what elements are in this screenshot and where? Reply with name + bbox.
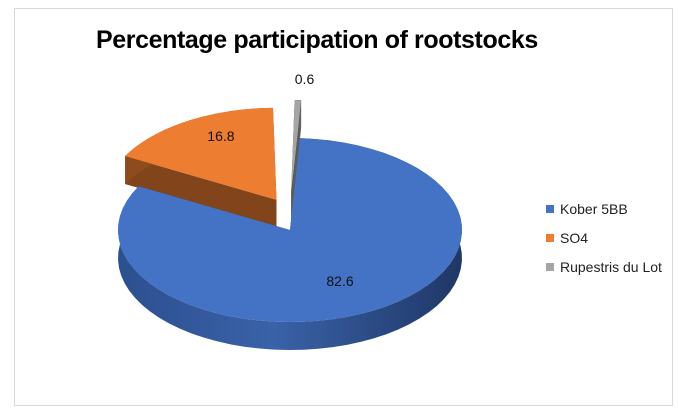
pie-slice-kober-5bb [118,138,462,350]
slice-top [291,100,302,193]
legend-swatch [546,262,554,271]
legend-label: Kober 5BB [560,200,628,217]
legend-item-kober-5bb: Kober 5BB [546,198,662,219]
data-label-rupestris-du-lot: 0.6 [295,71,315,87]
slice-edge [125,156,277,228]
slice-edge [291,100,302,221]
chart-legend: Kober 5BB SO4 Rupestris du Lot [546,198,662,285]
chart-title: Percentage participation of rootstocks [96,26,538,54]
legend-swatch [546,233,554,242]
data-label-so4: 16.8 [207,128,234,144]
data-label-kober-5bb: 82.6 [326,273,353,289]
pie-slice-rupestris-du-lot [291,100,302,221]
legend-item-so4: SO4 [546,227,662,248]
legend-label: Rupestris du Lot [560,258,662,275]
legend-label: SO4 [560,229,589,246]
slice-top [125,107,277,200]
slice-top [118,138,462,322]
legend-item-rupestris-du-lot: Rupestris du Lot [546,256,662,277]
legend-swatch [546,204,554,213]
pie-slice-so4 [125,107,277,228]
